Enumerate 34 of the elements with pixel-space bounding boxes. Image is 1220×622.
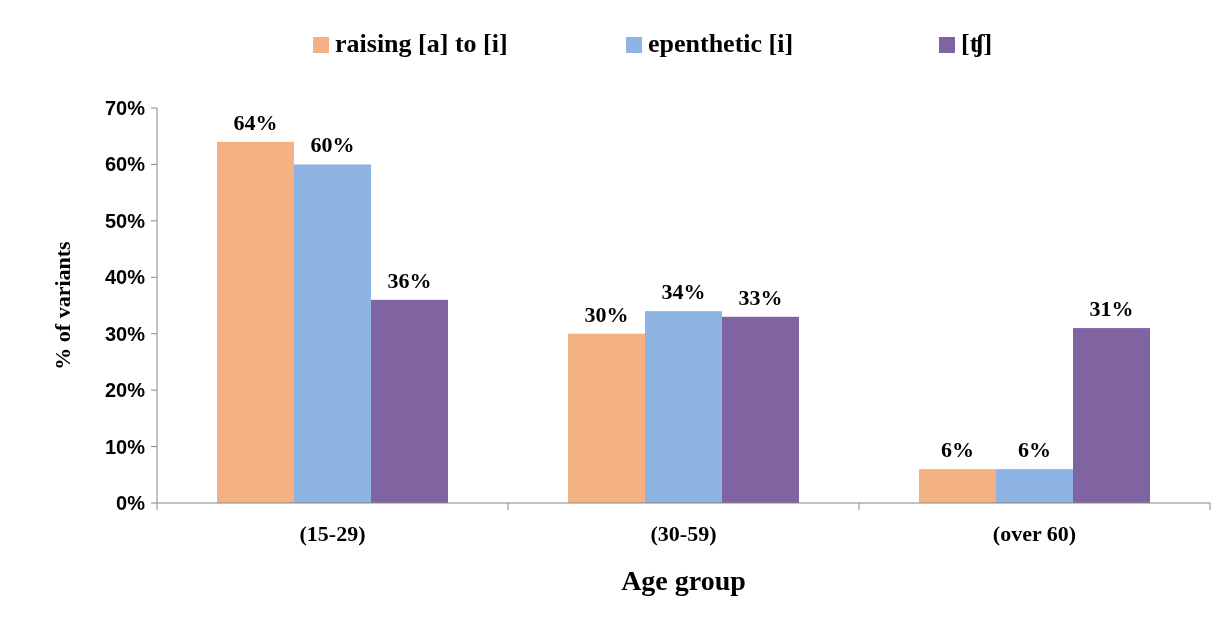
y-tick-label: 40%: [104, 266, 146, 289]
y-tick-label: 50%: [104, 209, 146, 232]
data-label: 33%: [738, 284, 783, 310]
bar: [1073, 328, 1150, 503]
data-label: 64%: [233, 109, 278, 135]
bar: [919, 469, 996, 503]
bar: [645, 311, 722, 503]
bar: [294, 164, 371, 503]
data-label: 30%: [584, 301, 629, 327]
y-tick-label: 10%: [104, 435, 146, 458]
y-tick-label: 60%: [104, 153, 146, 176]
x-tick-label: (over 60): [992, 521, 1077, 546]
legend-label: raising [a] to [i]: [335, 29, 508, 58]
x-axis-title: Age group: [621, 565, 746, 596]
x-tick-label: (15-29): [299, 521, 366, 546]
legend-label: epenthetic [i]: [648, 29, 794, 58]
bar: [217, 141, 294, 503]
y-tick-label: 70%: [104, 97, 146, 119]
y-tick-label: 0%: [116, 492, 146, 514]
legend-label: [ʧ]: [961, 29, 993, 58]
y-tick-label: 30%: [104, 322, 146, 345]
bar: [722, 316, 799, 503]
data-label: 6%: [1018, 437, 1051, 463]
data-label: 31%: [1089, 296, 1134, 322]
x-tick-label: (30-59): [650, 521, 717, 546]
y-axis-title: % of variants: [50, 240, 75, 370]
data-label: 6%: [941, 437, 974, 463]
data-label: 60%: [310, 132, 355, 158]
bar: [996, 469, 1073, 503]
data-label: 36%: [387, 267, 432, 293]
bar: [371, 299, 448, 503]
data-label: 34%: [661, 279, 706, 305]
bar: [568, 333, 645, 503]
y-tick-label: 20%: [104, 379, 146, 402]
